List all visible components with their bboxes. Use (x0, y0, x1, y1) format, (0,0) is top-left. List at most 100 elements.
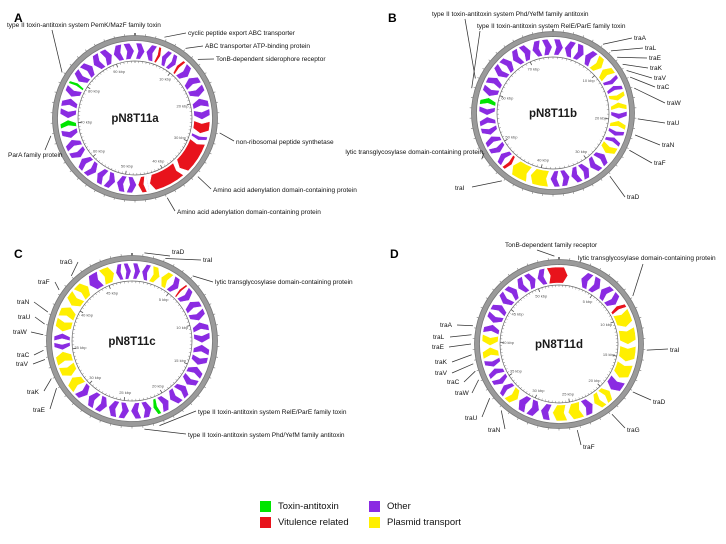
gene-arrow-other (74, 382, 91, 399)
scale-minor-tick (531, 394, 534, 397)
scale-minor-tick (89, 83, 92, 86)
panel-letter: D (390, 247, 399, 261)
kbp-tick-label: 30 kbp (575, 149, 588, 154)
kbp-tick-label: 15 kbp (174, 358, 187, 363)
scale-minor-tick (167, 162, 169, 165)
scale-minor-tick (116, 396, 118, 400)
scale-minor-tick (525, 391, 528, 394)
gene-arrow-other (96, 168, 110, 186)
scale-minor-tick (186, 136, 189, 138)
plasmid-name: pN8T11a (111, 113, 159, 125)
scale-minor-tick (594, 147, 597, 149)
scale-minor-tick (172, 298, 175, 301)
callout-label: Amino acid adenylation domain-containing… (177, 209, 321, 216)
scale-minor-tick (612, 362, 615, 364)
scale-minor-tick (604, 95, 607, 97)
gene-arrow-transport (598, 67, 616, 83)
gene-arrow-other (123, 262, 132, 280)
scale-minor-tick (102, 70, 105, 73)
scale-minor-tick (165, 70, 168, 73)
gene-arrow-other (479, 116, 497, 128)
scale-major-tick (583, 155, 587, 159)
scale-minor-tick (157, 287, 159, 290)
scale-major-tick (610, 321, 614, 324)
scale-minor-tick (111, 167, 113, 170)
scale-minor-tick (146, 282, 148, 286)
scale-minor-tick (90, 152, 93, 154)
gene-arrow-other (192, 98, 210, 110)
callout-label: traE (432, 344, 445, 351)
callout-label: ABC transporter ATP-binding protein (205, 43, 310, 50)
gene-arrow-other (185, 366, 204, 380)
kbp-tick-label: 40 kbp (537, 157, 550, 162)
scale-minor-tick (608, 315, 611, 317)
scale-minor-tick (607, 312, 609, 314)
callout-line (610, 47, 644, 52)
scale-major-tick (159, 389, 163, 394)
kbp-tick-label: 20 kbp (176, 103, 189, 108)
callout-line (51, 29, 63, 73)
scale-major-tick (160, 164, 163, 169)
scale-minor-tick (578, 63, 581, 66)
kbp-tick-label: 10 kbp (600, 322, 613, 327)
kbp-tick-label: 50 kbp (121, 164, 134, 169)
gene-arrow-other (87, 391, 102, 409)
ring-outer-edge (52, 35, 218, 201)
callout-line (33, 301, 49, 313)
scale-minor-tick (187, 133, 190, 135)
callout-label: TonB-dependent siderophore receptor (216, 56, 326, 63)
scale-minor-tick (112, 284, 114, 287)
gene-arrow-other (176, 287, 193, 303)
callout-label: lytic transglycosylase domain-containing… (578, 255, 716, 262)
gene-arrow-other (175, 63, 192, 80)
scale-minor-tick (92, 295, 94, 298)
scale-minor-tick (511, 75, 514, 78)
gene-arrow-other (602, 74, 619, 86)
scale-minor-tick (603, 131, 606, 133)
gene-arrow-virulence (153, 46, 162, 64)
gene-arrow-toxin (59, 119, 77, 130)
gene-arrow-other (65, 139, 83, 153)
legend-swatch-toxin-icon (260, 501, 271, 512)
gene-arrow-transport (73, 282, 91, 301)
scale-minor-tick (578, 288, 580, 291)
scale-minor-tick (101, 162, 103, 165)
scale-minor-tick (112, 395, 114, 398)
scale-minor-tick (587, 293, 590, 296)
kbp-tick-label: 20 kbp (152, 383, 165, 388)
scale-minor-tick (105, 392, 107, 395)
scale-minor-tick (525, 294, 528, 297)
scale-major-tick (597, 383, 601, 387)
scale-minor-tick (180, 86, 183, 89)
scale-minor-tick (612, 324, 615, 326)
scale-minor-tick (605, 377, 608, 379)
scale-minor-tick (157, 392, 159, 395)
scale-minor-tick (75, 359, 78, 361)
callout-line (165, 258, 202, 261)
scale-minor-tick (516, 153, 518, 156)
gene-arrow-other (485, 136, 503, 149)
gene-arrow-other (488, 141, 505, 154)
gene-arrow-transport (613, 360, 634, 379)
scale-minor-tick (185, 96, 189, 98)
callout-line (185, 45, 204, 49)
gene-arrow-other (116, 175, 128, 193)
gene-arrow-transport (609, 120, 627, 131)
callout-label: type II toxin-antitoxin system Phd/YefM … (188, 432, 345, 439)
gene-arrow-other (65, 84, 83, 98)
gene-arrow-other (193, 108, 211, 120)
scale-minor-tick (159, 66, 161, 69)
gene-arrow-virulence (176, 138, 206, 172)
gene-arrow-transport (66, 290, 85, 307)
gene-arrow-other (161, 50, 173, 68)
callout-line (471, 30, 481, 89)
gene-arrow-other (165, 275, 181, 293)
scale-minor-tick (515, 382, 518, 384)
gene-arrow-other (592, 151, 609, 168)
ring-inner-edge (51, 260, 213, 422)
gene-arrow-other (564, 40, 577, 59)
callout-label: traD (627, 194, 640, 201)
scale-minor-tick (73, 325, 77, 327)
scale-minor-tick (587, 392, 590, 395)
ring-inner-edge (476, 36, 630, 190)
